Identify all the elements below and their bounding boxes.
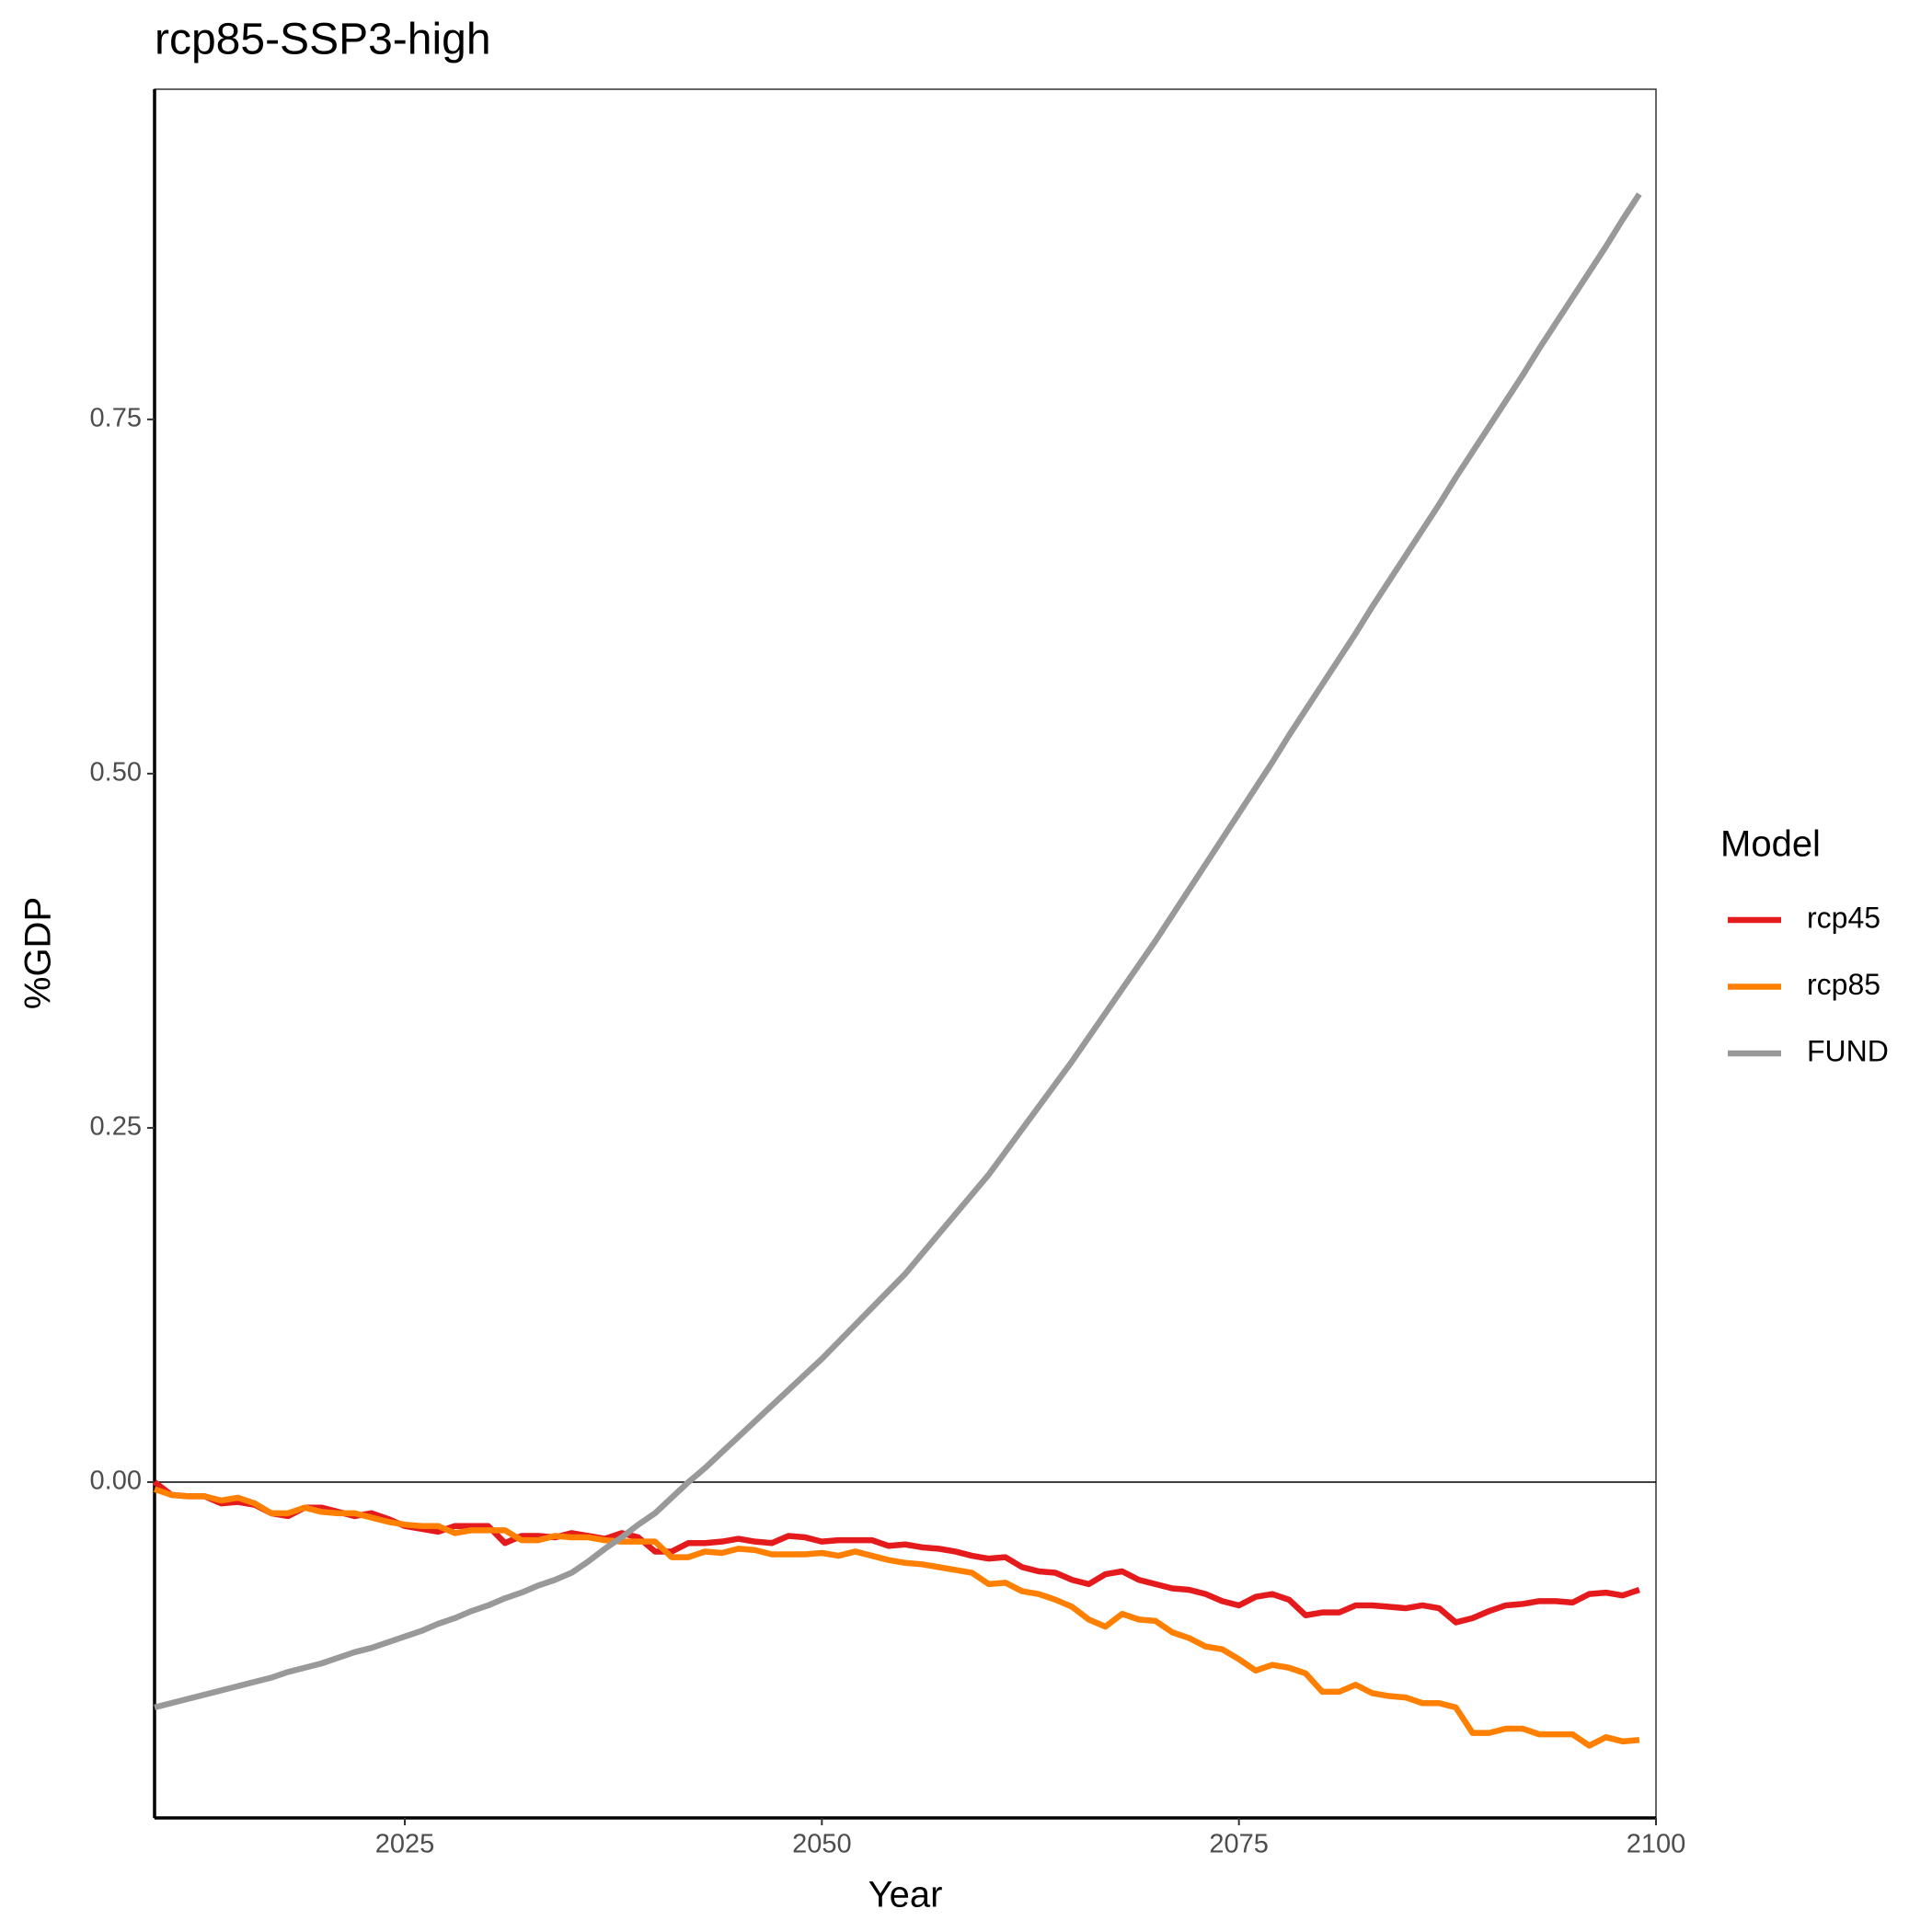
y-tick-label: 0.00 xyxy=(90,1466,142,1496)
series-line xyxy=(153,1479,1640,1626)
y-tick-label: 0.50 xyxy=(90,758,142,788)
legend-label: FUND xyxy=(1807,1034,1889,1067)
series-line xyxy=(153,1486,1640,1749)
x-axis-title: Year xyxy=(868,1875,943,1915)
legend-label: rcp45 xyxy=(1807,901,1880,934)
panel-border xyxy=(154,88,1657,1819)
x-tick-label: 2100 xyxy=(1627,1830,1686,1859)
x-tick-label: 2050 xyxy=(792,1830,852,1859)
series-line xyxy=(154,192,1642,1711)
chart-title: rcp85-SSP3-high xyxy=(155,16,491,64)
y-axis-title: %GDP xyxy=(18,897,59,1009)
y-tick-label: 0.25 xyxy=(90,1112,142,1142)
legend-label: rcp85 xyxy=(1807,968,1880,1001)
y-tick-label: 0.75 xyxy=(90,404,142,433)
x-tick-label: 2025 xyxy=(375,1830,435,1859)
x-tick-label: 2075 xyxy=(1209,1830,1269,1859)
legend-title: Model xyxy=(1720,824,1821,865)
